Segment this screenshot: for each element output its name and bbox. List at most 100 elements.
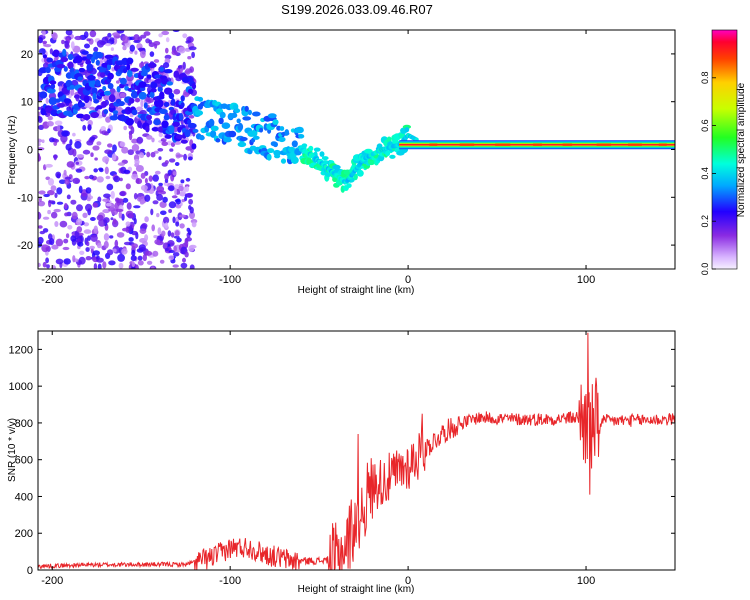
noise-blob xyxy=(171,50,178,56)
noise-blob xyxy=(112,248,117,253)
dispersion-blob xyxy=(93,99,100,104)
noise-blob xyxy=(59,220,68,228)
noise-blob xyxy=(137,260,144,266)
noise-blob xyxy=(168,209,173,213)
noise-blob xyxy=(176,237,182,243)
noise-blob xyxy=(70,199,77,205)
dispersion-blob xyxy=(156,99,164,108)
noise-blob xyxy=(113,90,122,99)
noise-blob xyxy=(133,40,141,44)
noise-blob xyxy=(152,200,159,205)
snr-ytick-label: 200 xyxy=(15,528,33,540)
noise-blob xyxy=(74,35,83,41)
noise-blob xyxy=(54,221,59,227)
noise-blob xyxy=(158,182,163,187)
noise-blob xyxy=(54,139,59,143)
noise-blob xyxy=(164,222,169,229)
noise-blob xyxy=(169,148,174,152)
noise-blob xyxy=(161,141,168,146)
noise-blob xyxy=(66,106,72,112)
noise-blob xyxy=(76,154,85,158)
noise-blob xyxy=(48,200,56,204)
noise-blob xyxy=(150,208,154,216)
noise-blob xyxy=(184,240,189,248)
spectrogram-xlabel: Height of straight line (km) xyxy=(298,285,415,296)
dispersion-blob xyxy=(119,83,125,89)
dispersion-blob xyxy=(223,137,232,143)
dispersion-blob xyxy=(128,97,135,104)
noise-blob xyxy=(167,230,172,237)
dispersion-blob xyxy=(118,101,125,107)
spectrogram-xtick-label: 100 xyxy=(577,274,595,286)
dispersion-blob xyxy=(78,67,86,73)
spectrogram-ytick-label: -10 xyxy=(17,192,33,204)
noise-blob xyxy=(92,250,101,256)
noise-blob xyxy=(174,230,180,237)
noise-blob xyxy=(45,257,49,264)
noise-blob xyxy=(97,196,102,203)
noise-blob xyxy=(172,216,176,224)
noise-blob xyxy=(107,143,113,148)
dispersion-blob xyxy=(159,91,165,99)
dispersion-blob xyxy=(60,56,69,63)
noise-blob xyxy=(134,50,138,55)
noise-blob xyxy=(159,259,165,264)
noise-blob xyxy=(47,178,55,186)
noise-blob xyxy=(121,146,129,154)
dispersion-blob xyxy=(69,84,75,90)
noise-blob xyxy=(51,244,59,250)
colorbar-label: Normalized spectral amplitude xyxy=(736,82,747,217)
dispersion-blob xyxy=(161,120,169,129)
noise-blob xyxy=(96,40,105,48)
dispersion-blob xyxy=(175,134,184,140)
noise-blob xyxy=(158,132,163,138)
dispersion-blob xyxy=(188,76,194,82)
noise-blob xyxy=(122,35,129,44)
noise-blob xyxy=(105,43,112,47)
noise-blob xyxy=(151,224,155,232)
noise-blob xyxy=(128,132,133,141)
dispersion-blob xyxy=(319,151,325,157)
noise-blob xyxy=(138,244,146,251)
noise-blob xyxy=(53,154,57,161)
dispersion-blob xyxy=(298,134,305,139)
noise-blob xyxy=(92,202,99,208)
noise-blob xyxy=(159,201,167,209)
noise-blob xyxy=(38,37,43,44)
noise-blob xyxy=(75,161,80,165)
dispersion-blob xyxy=(159,108,168,114)
dispersion-blob xyxy=(153,119,161,126)
dispersion-blob xyxy=(364,148,373,154)
noise-blob xyxy=(144,234,149,242)
noise-blob xyxy=(53,208,61,213)
noise-blob xyxy=(115,208,124,212)
spectrogram-ytick-label: 10 xyxy=(21,97,33,109)
dispersion-blob xyxy=(247,109,252,115)
noise-blob xyxy=(187,56,192,60)
dispersion-blob xyxy=(259,127,264,133)
dispersion-blob xyxy=(138,91,147,100)
spectrogram-frame xyxy=(37,29,676,270)
dispersion-blob xyxy=(402,124,411,129)
noise-blob xyxy=(58,85,63,93)
noise-blob xyxy=(93,46,99,53)
noise-blob xyxy=(183,153,188,161)
dispersion-blob xyxy=(163,101,170,108)
noise-blob xyxy=(137,255,143,261)
noise-blob xyxy=(131,249,136,257)
noise-blob xyxy=(182,257,186,263)
dispersion-blob xyxy=(180,139,188,144)
dispersion-blob xyxy=(157,86,163,92)
noise-blob xyxy=(172,264,179,268)
noise-blob xyxy=(63,169,67,176)
noise-blob xyxy=(116,30,125,34)
dispersion-blob xyxy=(103,109,109,115)
dispersion-blob xyxy=(62,48,67,57)
noise-blob xyxy=(76,204,83,212)
noise-blob xyxy=(135,178,143,185)
noise-blob xyxy=(111,153,117,161)
noise-blob xyxy=(56,187,63,195)
noise-blob xyxy=(92,145,100,151)
dispersion-blob xyxy=(197,96,204,102)
noise-blob xyxy=(90,217,96,221)
